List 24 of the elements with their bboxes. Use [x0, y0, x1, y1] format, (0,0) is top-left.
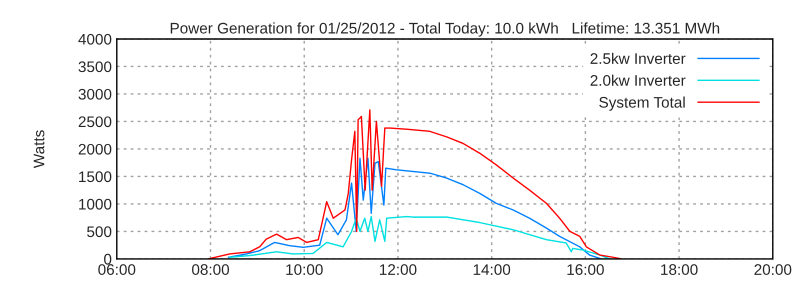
y-tick-label: 3000: [78, 88, 112, 100]
chart-title: Power Generation for 01/25/2012 - Total Today: 10.0 kWh Lifetime: 13.351 MWh: [170, 22, 720, 37]
legend-label: 2.5kw Inverter: [590, 52, 686, 64]
line-series: [228, 158, 602, 259]
y-tick-label: 0: [104, 254, 112, 265]
line-series: [229, 216, 610, 259]
x-tick-label: 06:00: [98, 264, 136, 275]
x-tick-label: 20:00: [754, 264, 792, 275]
y-axis-title: Watts: [34, 130, 44, 168]
x-tick-label: 08:00: [192, 264, 230, 275]
x-tick-label: 12:00: [380, 264, 416, 275]
y-tick-label: 1500: [79, 171, 112, 182]
y-tick-label: 4000: [78, 34, 112, 45]
y-tick-label: 500: [87, 226, 112, 238]
x-tick-label: 18:00: [661, 264, 698, 275]
x-tick-label: 10:00: [286, 264, 323, 275]
y-tick-label: 2500: [78, 116, 112, 128]
y-tick-label: 3500: [78, 61, 112, 72]
y-tick-label: 1000: [79, 198, 112, 210]
x-tick-label: 16:00: [567, 264, 604, 275]
legend-label: System Total: [599, 96, 685, 111]
legend-label: 2.0kw Inverter: [590, 74, 686, 86]
y-tick-label: 2000: [78, 144, 112, 155]
x-tick-label: 14:00: [474, 264, 510, 275]
